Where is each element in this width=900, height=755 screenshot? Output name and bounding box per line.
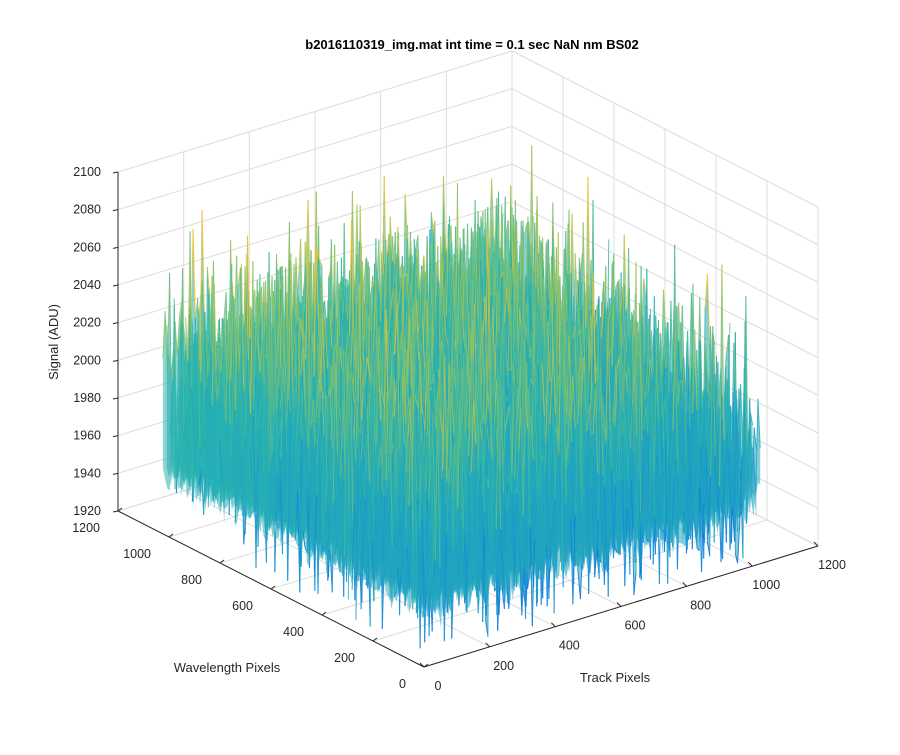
surface-mesh — [163, 146, 760, 649]
